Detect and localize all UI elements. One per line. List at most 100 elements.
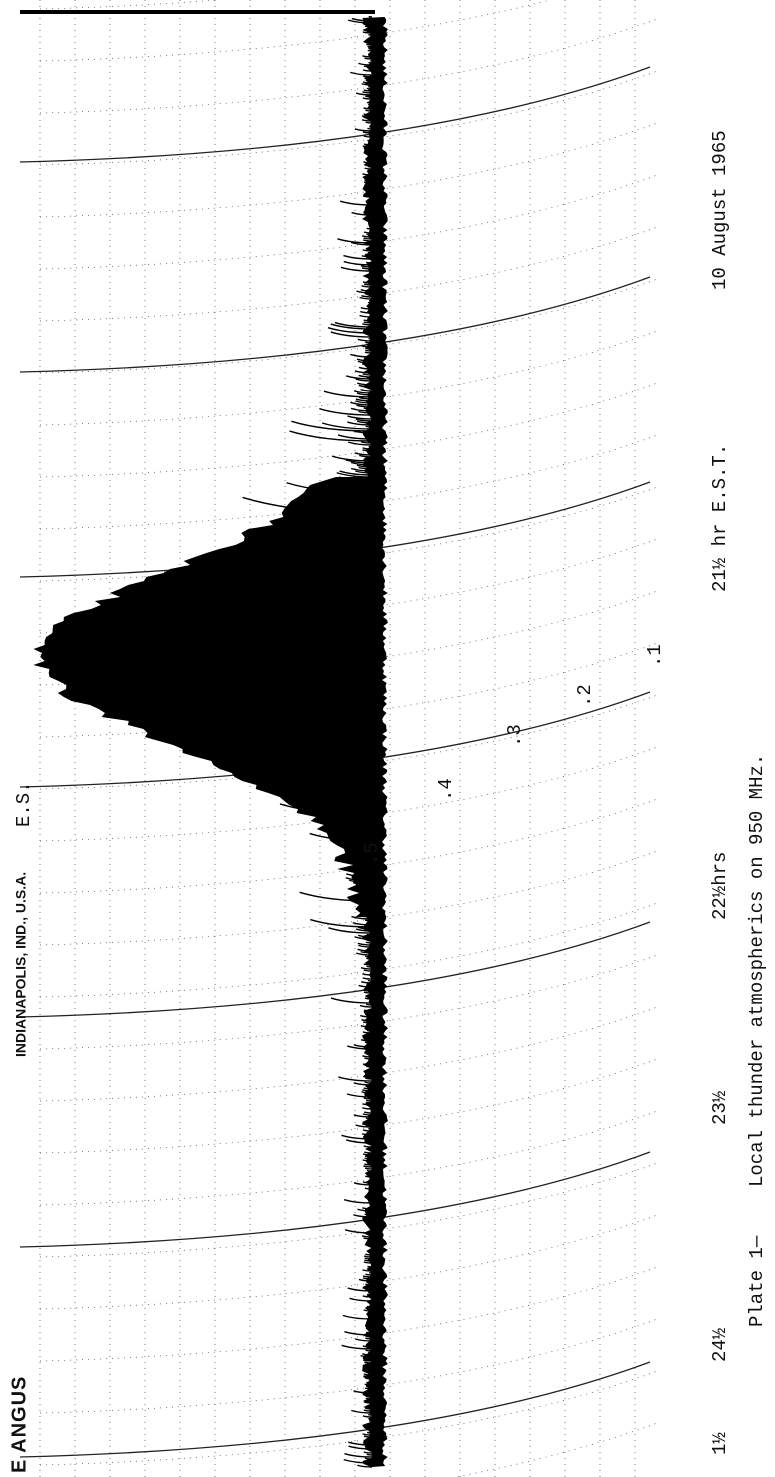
spike — [360, 441, 373, 444]
spike — [366, 1293, 373, 1296]
spike — [319, 734, 373, 742]
spike — [357, 866, 373, 870]
spike — [359, 864, 373, 868]
spike — [348, 1441, 373, 1446]
spike — [366, 1139, 373, 1142]
grid-arc — [39, 485, 661, 582]
grid-arc — [39, 849, 661, 946]
spike — [359, 454, 373, 458]
spike — [338, 526, 373, 532]
spike — [362, 1089, 373, 1092]
spike — [360, 967, 373, 970]
spike — [367, 1265, 373, 1268]
spike — [367, 1061, 373, 1064]
spike — [347, 1287, 373, 1292]
spike — [350, 513, 373, 518]
spike — [359, 1004, 373, 1008]
scale-mark: .3 — [504, 724, 526, 747]
spike — [355, 850, 373, 854]
spike — [365, 1273, 373, 1276]
spike — [343, 524, 373, 530]
spike — [364, 919, 373, 922]
spike — [337, 434, 373, 440]
spike — [365, 719, 373, 722]
spike — [366, 329, 373, 332]
spike — [315, 611, 373, 620]
spike — [364, 1363, 373, 1366]
grid-arc — [39, 17, 661, 114]
spike — [365, 1253, 373, 1256]
spike — [328, 927, 373, 934]
spike — [366, 227, 373, 230]
spike — [326, 748, 373, 756]
grid-arc — [39, 173, 661, 270]
spike — [363, 1145, 373, 1148]
spike — [348, 815, 373, 820]
spike — [366, 43, 373, 46]
spike — [362, 1031, 373, 1034]
spike — [336, 822, 373, 828]
grid-arc — [39, 381, 661, 478]
spike — [354, 518, 373, 522]
caption-text: Local thunder atmospherics on 950 MHz. — [746, 754, 768, 1187]
spike — [364, 1167, 373, 1170]
spike — [363, 989, 373, 992]
spike — [362, 1345, 373, 1348]
spike — [352, 882, 373, 886]
spike — [349, 835, 373, 840]
spike — [325, 790, 373, 798]
spike — [362, 131, 373, 134]
spike — [347, 421, 373, 426]
spike — [349, 663, 373, 668]
spike — [362, 31, 373, 34]
spike — [366, 87, 373, 90]
spike — [366, 1453, 373, 1456]
spike — [358, 384, 373, 388]
spike — [352, 759, 373, 764]
spike — [364, 57, 373, 60]
spike — [332, 627, 373, 634]
spike — [365, 1101, 373, 1104]
spike — [350, 867, 373, 872]
spike — [349, 859, 373, 864]
spike — [349, 843, 373, 848]
time-label: 1½ — [709, 1432, 731, 1455]
spike — [367, 49, 373, 52]
spike — [362, 281, 373, 284]
spike — [339, 538, 373, 544]
spike — [361, 877, 373, 880]
spike — [363, 823, 373, 826]
spike — [364, 1213, 373, 1216]
spike — [343, 816, 373, 822]
spike — [366, 1305, 373, 1308]
spike — [356, 906, 373, 910]
spike — [365, 891, 373, 894]
spike — [164, 571, 373, 598]
spike — [363, 963, 373, 966]
spike — [325, 562, 373, 570]
spike — [365, 1099, 373, 1102]
spike — [359, 612, 373, 616]
time-label: 24½ — [709, 1327, 731, 1362]
spike — [367, 939, 373, 942]
spike — [362, 1277, 373, 1280]
spike — [353, 1114, 373, 1118]
spike — [364, 1219, 373, 1222]
spike — [351, 17, 373, 22]
grid-arc — [39, 1057, 661, 1154]
es-label: E.S. — [13, 781, 35, 827]
spike — [367, 1267, 373, 1270]
spike — [355, 886, 373, 890]
spike — [349, 733, 373, 738]
spike — [358, 610, 373, 614]
spike — [353, 1390, 373, 1394]
spike — [364, 1195, 373, 1198]
spike — [352, 922, 373, 926]
spike — [363, 321, 373, 324]
spike — [354, 894, 373, 898]
spike — [363, 1441, 373, 1444]
spike — [365, 485, 373, 488]
spike — [345, 775, 373, 780]
spike — [365, 1377, 373, 1380]
